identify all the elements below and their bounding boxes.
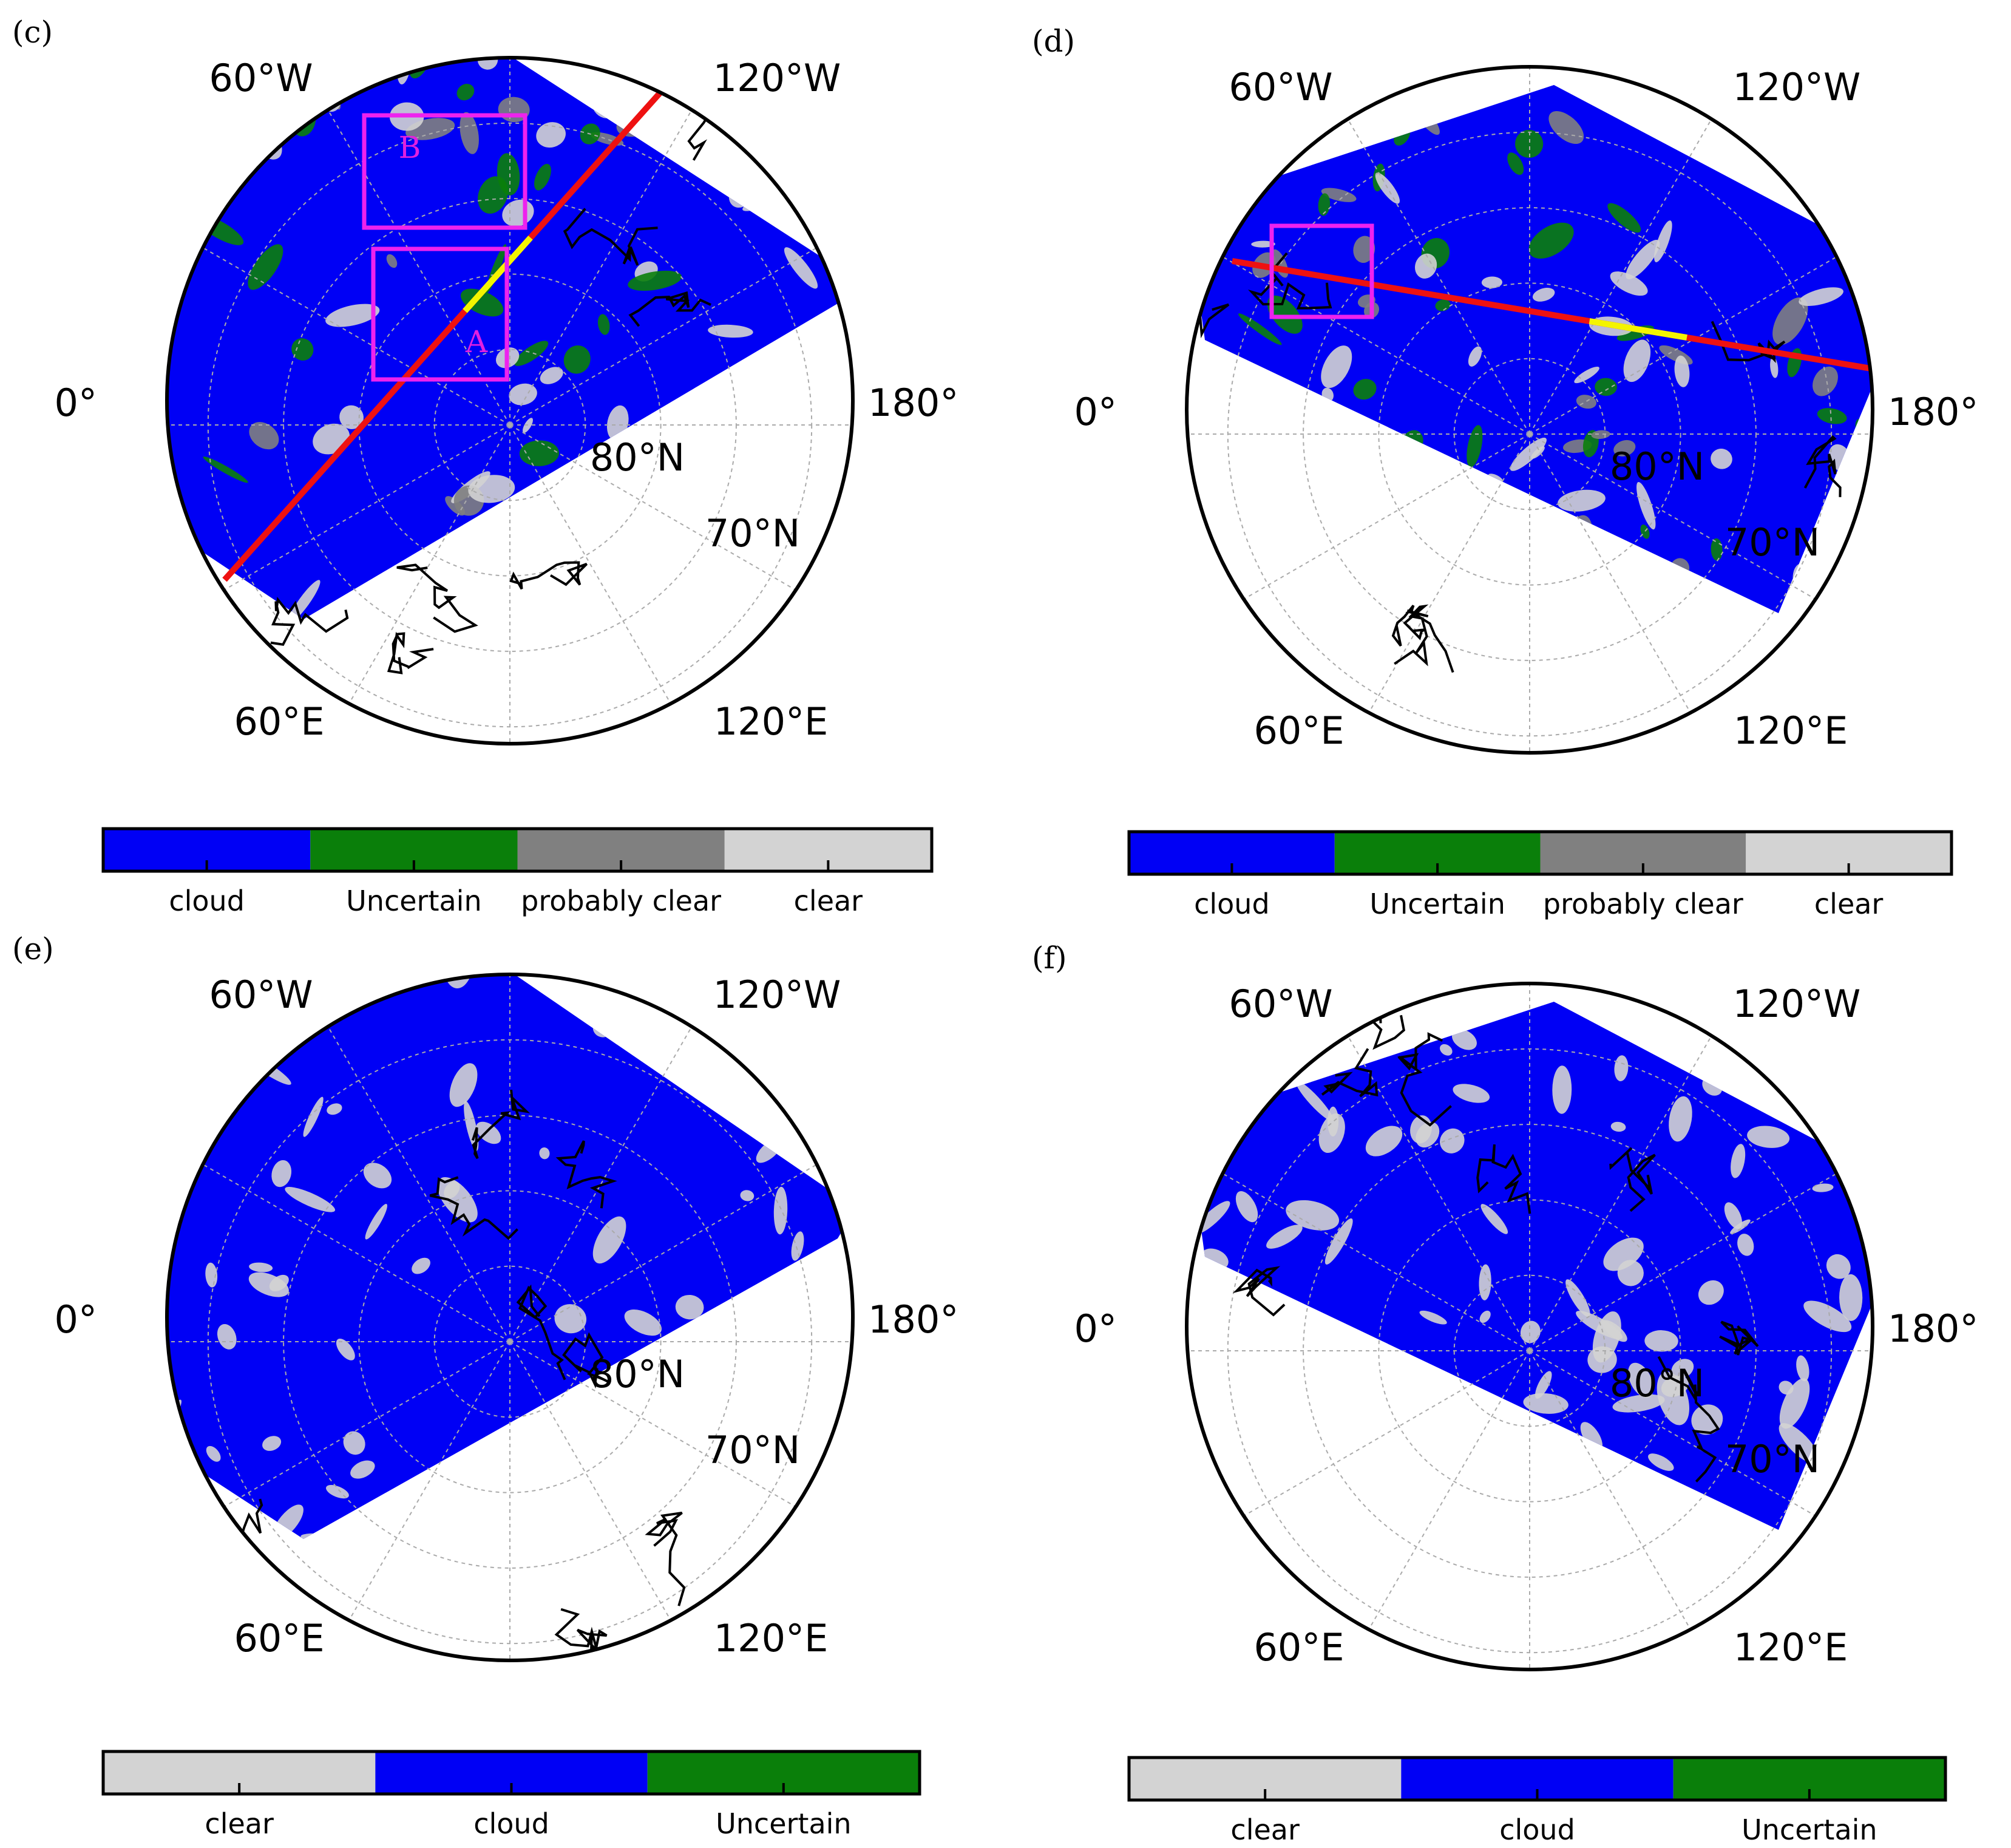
graticule — [1187, 67, 1873, 753]
longitude-label: 60°W — [209, 56, 313, 100]
latitude-label: 70°N — [1725, 1437, 1820, 1481]
latitude-label: 80°N — [1610, 444, 1704, 489]
panel-letter: (c) — [12, 15, 53, 50]
map-area — [167, 58, 853, 744]
longitude-label: 180° — [1888, 390, 1978, 434]
satellite-track-highlight — [463, 236, 533, 313]
graticule — [167, 58, 853, 744]
colorbar: cloud Uncertain probably clear clear — [101, 827, 934, 917]
longitude-label: 120°E — [714, 1616, 829, 1660]
map-border — [165, 973, 855, 1662]
region-box — [1269, 223, 1374, 319]
map-border — [165, 56, 855, 746]
map-area — [1187, 67, 1873, 753]
longitude-label: 0° — [55, 1297, 97, 1342]
longitude-label: 120°W — [713, 973, 841, 1017]
panel-c: (c) B A 60°W 120°W 0° 180° 60°E 120°E 80°N 70°N clo… — [12, 15, 958, 917]
colorbar-label: probably clear — [1543, 888, 1743, 920]
latitude-label: 70°N — [1725, 520, 1820, 565]
panel-f: (f) 60°W 120°W 0° 180° 60°E 120°E 80°N 70°N clear… — [1032, 940, 1978, 1846]
latitude-label: 70°N — [705, 1428, 800, 1472]
colorbar-label: Uncertain — [1369, 888, 1505, 920]
longitude-label: 120°E — [714, 699, 829, 744]
longitude-label: 0° — [1074, 1306, 1117, 1351]
longitude-label: 60°E — [234, 1616, 324, 1660]
panel-letter: (d) — [1032, 24, 1075, 59]
colorbar-label: Uncertain — [1741, 1813, 1877, 1846]
longitude-label: 180° — [868, 1297, 958, 1342]
colorbar-label: clear — [205, 1807, 274, 1840]
region-box-a-label: A — [465, 324, 488, 359]
panel-letter: (e) — [12, 931, 54, 966]
longitude-label: 60°E — [1253, 1625, 1344, 1670]
latitude-label: 70°N — [705, 511, 800, 555]
colorbar: cloud Uncertain probably clear clear — [1127, 830, 1953, 920]
longitude-label: 0° — [55, 381, 97, 425]
colorbar-label: cloud — [169, 885, 245, 917]
longitude-label: 120°W — [1733, 65, 1861, 109]
longitude-label: 60°W — [209, 973, 313, 1017]
colorbar-label: probably clear — [521, 885, 721, 917]
colorbar-label: clear — [1230, 1813, 1300, 1846]
colorbar: clear cloud Uncertain — [101, 1750, 921, 1840]
longitude-label: 120°W — [713, 56, 841, 100]
region-box-b-label: B — [399, 130, 421, 165]
longitude-label: 0° — [1074, 390, 1117, 434]
map-border — [1185, 982, 1874, 1671]
graticule — [167, 974, 853, 1660]
longitude-label: 60°W — [1229, 65, 1332, 109]
longitude-label: 120°E — [1734, 708, 1848, 753]
colorbar-label: cloud — [473, 1807, 549, 1840]
colorbar-label: Uncertain — [346, 885, 482, 917]
latitude-label: 80°N — [590, 435, 685, 480]
colorbar-label: cloud — [1499, 1813, 1575, 1846]
colorbar-label: clear — [1814, 888, 1884, 920]
colorbar-label: Uncertain — [716, 1807, 852, 1840]
colorbar-label: cloud — [1194, 888, 1270, 920]
longitude-label: 180° — [868, 381, 958, 425]
map-border — [1185, 65, 1874, 755]
latitude-label: 80°N — [590, 1352, 685, 1396]
graticule — [1187, 983, 1873, 1670]
panel-letter: (f) — [1032, 940, 1067, 976]
colorbar: clear cloud Uncertain — [1127, 1756, 1947, 1846]
longitude-label: 120°E — [1734, 1625, 1848, 1670]
longitude-label: 120°W — [1733, 982, 1861, 1026]
longitude-label: 60°W — [1229, 982, 1332, 1026]
map-area — [167, 974, 853, 1660]
satellite-track-highlight — [1589, 318, 1687, 341]
panel-d: (d) 60°W 120°W 0° 180° 60°E 120°E 80°N 70°N cloud… — [1032, 24, 1978, 920]
region-box-b — [362, 113, 527, 230]
longitude-label: 60°E — [1253, 708, 1344, 753]
panel-e: (e) 60°W 120°W 0° 180° 60°E 120°E 80°N 70°N clear… — [12, 931, 958, 1840]
satellite-track — [1232, 258, 1873, 373]
region-box-a — [371, 246, 509, 382]
longitude-label: 180° — [1888, 1306, 1978, 1351]
satellite-track — [222, 89, 664, 582]
colorbar-label: clear — [794, 885, 863, 917]
longitude-label: 60°E — [234, 699, 324, 744]
map-area — [1187, 983, 1873, 1670]
latitude-label: 80°N — [1610, 1361, 1704, 1405]
